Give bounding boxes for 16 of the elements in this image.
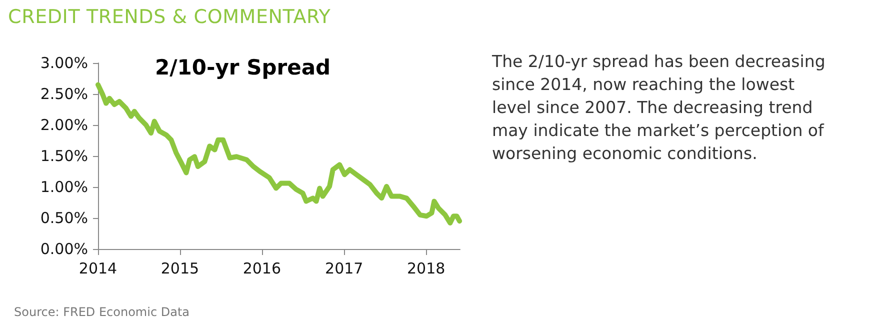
y-tick-label: 1.50% <box>40 147 88 165</box>
y-tick-label: 1.00% <box>40 178 88 196</box>
x-tick-label: 2015 <box>160 260 200 278</box>
x-tick-label: 2017 <box>325 260 364 278</box>
x-tick-label: 2014 <box>78 260 118 278</box>
text: The 2/10-yr spread has been decreasing since 2014, now reaching the lowest level since 2007. The decreasing trend may indicate the market’s perception of worsening economic conditions. <box>492 51 826 165</box>
x-tick-label: 2018 <box>406 260 446 278</box>
source-note: Source: FRED Economic Data <box>14 305 190 319</box>
y-tick-label: 2.00% <box>40 116 88 134</box>
y-tick-label: 3.00% <box>40 54 88 72</box>
x-tick-label: 2016 <box>242 260 282 278</box>
y-tick-label: 0.50% <box>40 209 88 227</box>
chart-title: 2/10-yr Spread <box>155 56 331 80</box>
chart-subtitle: CREDIT TRENDS & COMMENTARY <box>8 6 331 28</box>
y-tick-label: 2.50% <box>40 85 88 103</box>
y-tick-label: 0.00% <box>40 240 88 258</box>
